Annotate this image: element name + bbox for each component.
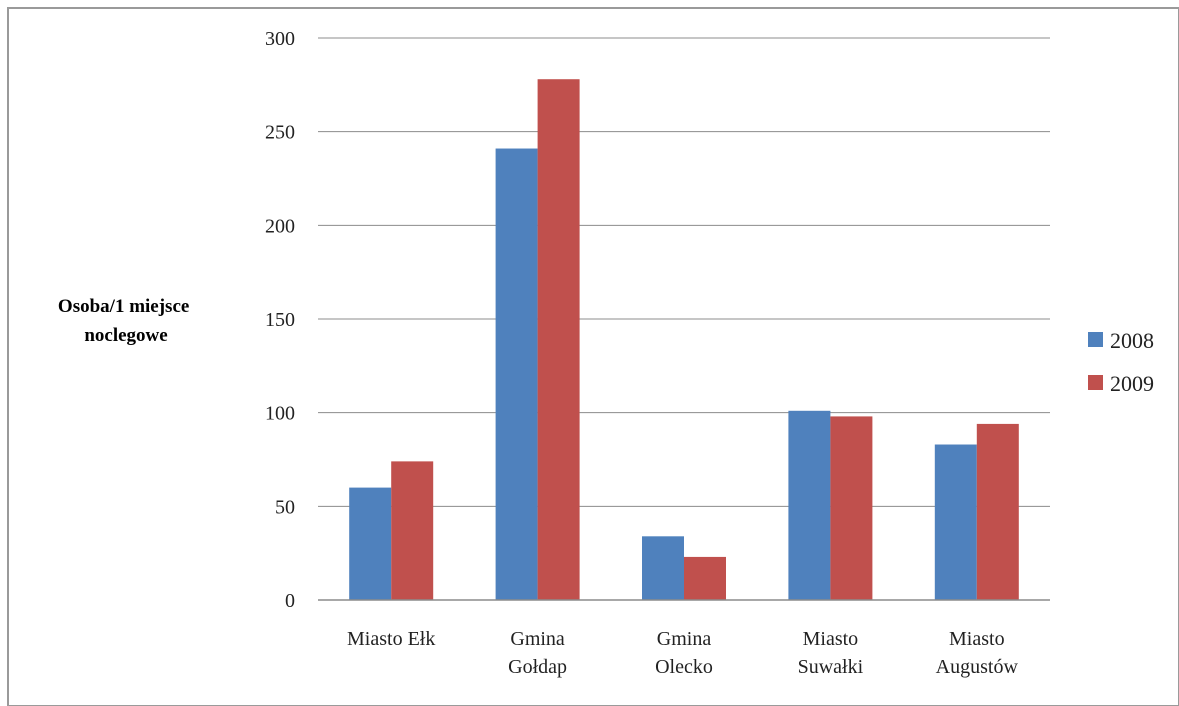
y-tick-label: 250 [265, 122, 295, 144]
x-category-label-line: Suwałki [798, 656, 864, 678]
x-category-label-line: Miasto [949, 628, 1005, 650]
x-category-label-line: Olecko [655, 656, 713, 678]
y-axis-label-line-1: Osoba/1 miejsce [58, 296, 189, 317]
x-category-label: Gmina Olecko [655, 628, 713, 678]
legend-label-2009: 2009 [1110, 371, 1154, 396]
bar-2008-1 [495, 148, 538, 600]
x-category-label-line: Gmina [510, 628, 565, 650]
x-category-label: Miasto Ełk [347, 628, 435, 650]
bar-2008-4 [934, 444, 977, 600]
y-tick-label: 50 [275, 496, 295, 518]
bar-2009-4 [976, 423, 1019, 600]
legend-swatch-2008 [1088, 332, 1103, 347]
legend-label-2008: 2008 [1110, 328, 1154, 353]
bar-2008-3 [788, 410, 831, 600]
bars [349, 79, 1019, 601]
bar-2009-2 [684, 556, 726, 600]
bar-2009-1 [537, 79, 580, 601]
y-tick-label: 200 [265, 215, 295, 237]
y-tick-label: 0 [285, 590, 295, 612]
y-tick-label: 300 [265, 28, 295, 50]
y-axis-label: Osoba/1 miejsce noclegowe [58, 296, 194, 346]
x-category-label-line: Augustów [936, 656, 1019, 678]
bar-2008-0 [349, 487, 392, 600]
y-axis-label-line-2: noclegowe [84, 325, 167, 346]
bar-2009-3 [830, 416, 873, 600]
y-tick-label: 100 [265, 403, 295, 425]
x-axis-categories: Miasto Ełk Gmina Gołdap Gmina Olecko Miasto Su… [347, 628, 1018, 678]
x-category-label: Gmina Gołdap [508, 628, 567, 678]
x-category-label: Miasto Augustów [936, 628, 1019, 678]
bar-2008-2 [642, 536, 684, 600]
chart-border [7, 7, 1179, 706]
legend: 2008 2009 [1088, 328, 1154, 396]
y-tick-label: 150 [265, 309, 295, 331]
y-axis-ticks: 0 50 100 150 200 250 300 [265, 28, 295, 612]
bar-2009-0 [391, 461, 434, 600]
gridlines [318, 37, 1050, 507]
legend-swatch-2009 [1088, 375, 1103, 390]
x-category-label: Miasto Suwałki [798, 628, 864, 678]
x-category-label-line: Gołdap [508, 656, 567, 678]
x-category-label-line: Gmina [657, 628, 712, 650]
x-category-label-line: Miasto Ełk [347, 628, 435, 650]
x-category-label-line: Miasto [803, 628, 859, 650]
